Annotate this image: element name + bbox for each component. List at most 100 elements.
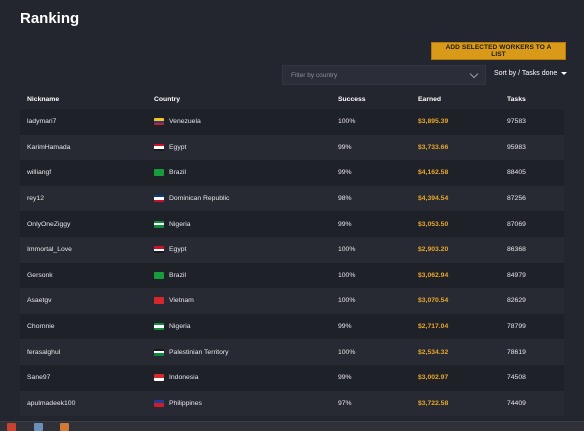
worker-nickname[interactable]: ferasalghul xyxy=(27,348,61,356)
page-title: Ranking xyxy=(20,10,80,27)
worker-success: 99% xyxy=(338,220,352,228)
worker-country: Brazil xyxy=(154,271,186,279)
table-row[interactable]: apulmadeek100 Philippines 97% $3,722.58 7440… xyxy=(20,390,564,417)
worker-country: Indonesia xyxy=(154,374,199,382)
header-nickname[interactable]: Nickname xyxy=(27,95,60,103)
worker-earned: $2,717.04 xyxy=(418,323,449,331)
worker-nickname[interactable]: Chornnie xyxy=(27,323,55,331)
worker-tasks: 88405 xyxy=(507,169,526,177)
country-name: Egypt xyxy=(169,143,187,151)
country-filter-select[interactable] xyxy=(282,65,486,85)
worker-nickname[interactable]: ladymari7 xyxy=(27,118,57,126)
app-icon[interactable] xyxy=(7,423,16,431)
country-name: Venezuela xyxy=(169,118,201,126)
worker-nickname[interactable]: Immortal_Love xyxy=(27,246,72,254)
worker-success: 100% xyxy=(338,118,356,126)
table-row[interactable]: Sane97 Indonesia 99% $3,002.97 74508 xyxy=(20,364,564,391)
worker-country: Palestinian Territory xyxy=(154,348,229,356)
caret-down-icon xyxy=(561,71,568,75)
worker-success: 99% xyxy=(338,169,352,177)
country-name: Nigeria xyxy=(169,220,191,228)
vietnam-flag-icon xyxy=(154,297,164,305)
dominican-republic-flag-icon xyxy=(154,195,164,203)
worker-earned: $4,394.54 xyxy=(418,195,449,203)
app-icon[interactable] xyxy=(60,423,69,431)
ranking-table: Nickname Country Success Earned Tasks la… xyxy=(20,89,564,417)
worker-tasks: 78619 xyxy=(507,348,526,356)
table-row[interactable]: rey12 Dominican Republic 98% $4,394.54 87256 xyxy=(20,185,564,212)
app-icon[interactable] xyxy=(34,423,43,431)
worker-success: 100% xyxy=(338,348,356,356)
nigeria-flag-icon xyxy=(154,323,164,331)
sort-dropdown[interactable]: Sort by / Tasks done xyxy=(494,66,568,80)
worker-earned: $3,053.50 xyxy=(418,220,449,228)
worker-country: Vietnam xyxy=(154,297,194,305)
header-success[interactable]: Success xyxy=(338,95,366,103)
worker-earned: $2,534.32 xyxy=(418,348,449,356)
worker-nickname[interactable]: williangf xyxy=(27,169,52,177)
worker-success: 100% xyxy=(338,246,356,254)
table-row[interactable]: ferasalghul Palestinian Territory 100% $2,5… xyxy=(20,339,564,365)
worker-success: 97% xyxy=(338,399,352,407)
worker-success: 99% xyxy=(338,323,352,331)
country-name: Brazil xyxy=(169,169,186,177)
table-row[interactable]: OnlyOneZiggy Nigeria 99% $3,053.50 87069 xyxy=(20,211,564,237)
worker-tasks: 78799 xyxy=(507,323,526,331)
brazil-flag-icon xyxy=(154,271,164,279)
worker-earned: $3,002.97 xyxy=(418,374,449,382)
worker-country: Egypt xyxy=(154,246,186,253)
table-row[interactable]: KarimHamada Egypt 99% $3,733.66 95983 xyxy=(20,134,564,161)
country-name: Dominican Republic xyxy=(169,195,230,203)
worker-tasks: 84979 xyxy=(507,271,526,279)
worker-tasks: 74508 xyxy=(507,374,526,382)
worker-earned: $3,722.58 xyxy=(418,399,449,407)
header-earned[interactable]: Earned xyxy=(418,95,442,103)
worker-tasks: 87069 xyxy=(507,220,526,228)
brazil-flag-icon xyxy=(154,169,164,177)
worker-earned: $2,903.20 xyxy=(418,246,449,254)
indonesia-flag-icon xyxy=(154,374,164,382)
worker-success: 98% xyxy=(338,195,352,203)
country-name: Egypt xyxy=(169,246,187,254)
worker-country: Nigeria xyxy=(154,323,191,330)
worker-country: Venezuela xyxy=(154,118,201,125)
country-name: Philippines xyxy=(169,399,202,407)
header-tasks[interactable]: Tasks xyxy=(507,95,526,103)
worker-nickname[interactable]: OnlyOneZiggy xyxy=(27,220,71,228)
add-selected-workers-button[interactable]: ADD SELECTED WORKERS TO A LIST xyxy=(431,42,566,60)
worker-tasks: 86368 xyxy=(507,246,526,254)
worker-country: Nigeria xyxy=(154,220,191,228)
worker-nickname[interactable]: Asaetgv xyxy=(27,297,52,305)
worker-earned: $3,895.39 xyxy=(418,118,449,126)
worker-earned: $4,162.58 xyxy=(418,169,449,177)
egypt-flag-icon xyxy=(154,143,164,151)
venezuela-flag-icon xyxy=(154,118,164,126)
egypt-flag-icon xyxy=(154,246,164,254)
worker-nickname[interactable]: Sane97 xyxy=(27,374,51,382)
worker-country: Dominican Republic xyxy=(154,195,229,202)
palestine-flag-icon xyxy=(154,348,164,356)
table-row[interactable]: Immortal_Love Egypt 100% $2,903.20 86368 xyxy=(20,236,564,263)
table-row[interactable]: Asaetgv Vietnam 100% $3,070.54 82629 xyxy=(20,288,564,314)
worker-country: Philippines xyxy=(154,399,202,407)
table-header-row: Nickname Country Success Earned Tasks xyxy=(20,89,564,109)
header-country[interactable]: Country xyxy=(154,95,181,103)
worker-success: 99% xyxy=(338,374,352,382)
country-name: Indonesia xyxy=(169,374,199,382)
table-row[interactable]: ladymari7 Venezuela 100% $3,895.39 97583 xyxy=(20,109,564,135)
worker-earned: $3,070.54 xyxy=(418,297,449,305)
table-row[interactable]: Chornnie Nigeria 99% $2,717.04 78799 xyxy=(20,313,564,340)
worker-tasks: 97583 xyxy=(507,118,526,126)
worker-success: 100% xyxy=(338,271,356,279)
country-name: Nigeria xyxy=(169,323,191,331)
worker-tasks: 95983 xyxy=(507,143,526,151)
worker-nickname[interactable]: apulmadeek100 xyxy=(27,399,76,407)
worker-earned: $3,733.66 xyxy=(418,143,449,151)
worker-nickname[interactable]: Gersonk xyxy=(27,271,53,279)
table-row[interactable]: Gersonk Brazil 100% $3,062.94 84979 xyxy=(20,262,564,289)
country-filter-input[interactable] xyxy=(289,70,463,80)
table-row[interactable]: williangf Brazil 99% $4,162.58 88405 xyxy=(20,160,564,186)
worker-success: 99% xyxy=(338,143,352,151)
worker-nickname[interactable]: KarimHamada xyxy=(27,143,71,151)
worker-nickname[interactable]: rey12 xyxy=(27,195,45,203)
